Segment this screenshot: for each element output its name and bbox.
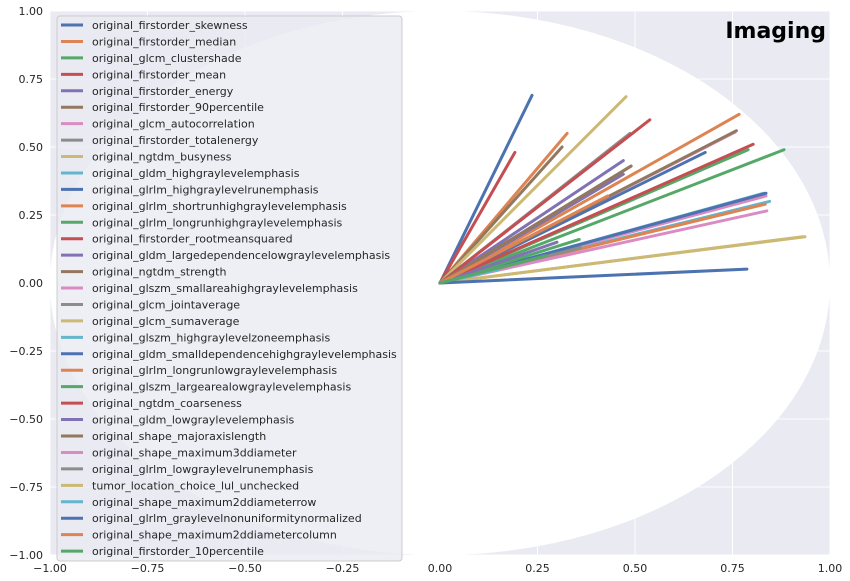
legend-label: original_ngtdm_coarseness bbox=[92, 397, 242, 410]
y-tick-label: −0.75 bbox=[9, 481, 43, 494]
series-line bbox=[438, 254, 547, 285]
legend-label: original_gldm_largedependencelowgrayleve… bbox=[92, 249, 390, 262]
legend-label: original_firstorder_median bbox=[92, 35, 236, 48]
legend-label: original_gldm_smalldependencehighgraylev… bbox=[92, 348, 397, 361]
y-tick-label: 1.00 bbox=[19, 5, 44, 18]
legend-label: original_ngtdm_busyness bbox=[92, 151, 232, 164]
x-tick-label: −0.50 bbox=[228, 562, 262, 575]
legend-label: original_firstorder_90percentile bbox=[92, 101, 264, 114]
legend-label: original_firstorder_10percentile bbox=[92, 545, 264, 558]
series-line bbox=[438, 145, 564, 285]
x-tick-label: −0.75 bbox=[131, 562, 165, 575]
legend-label: original_glcm_jointaverage bbox=[92, 298, 240, 311]
y-tick-label: 0.25 bbox=[19, 209, 44, 222]
legend-label: original_glszm_largearealowgraylevelemph… bbox=[92, 381, 351, 394]
x-tick-label: −1.00 bbox=[33, 562, 67, 575]
series-line bbox=[438, 93, 534, 285]
series-line bbox=[438, 194, 610, 285]
series-line bbox=[438, 142, 755, 285]
x-tick-label: −0.25 bbox=[326, 562, 360, 575]
legend: original_firstorder_skewness original_fir… bbox=[56, 15, 403, 562]
x-tick-label: 0.75 bbox=[720, 562, 745, 575]
y-tick-label: 0.75 bbox=[19, 73, 44, 86]
legend-label: original_glrlm_shortrunhighgraylevelemph… bbox=[92, 200, 347, 213]
series-line bbox=[438, 118, 652, 285]
series-line bbox=[438, 150, 517, 285]
legend-label: original_glrlm_longrunlowgraylevelemphas… bbox=[92, 364, 337, 377]
legend-label: original_shape_maximum3ddiameter bbox=[92, 446, 297, 459]
legend-label: original_firstorder_rootmeansquared bbox=[92, 233, 293, 246]
legend-box bbox=[56, 15, 403, 562]
legend-label: original_shape_maximum2ddiameterrow bbox=[92, 496, 316, 509]
legend-label: original_glrlm_highgraylevelrunemphasis bbox=[92, 183, 319, 196]
legend-label: original_gldm_lowgraylevelemphasis bbox=[92, 414, 295, 427]
legend-label: original_gldm_highgraylevelemphasis bbox=[92, 167, 300, 180]
y-tick-label: −0.25 bbox=[9, 345, 43, 358]
x-tick-label: 0.50 bbox=[623, 562, 648, 575]
y-tick-label: −0.50 bbox=[9, 413, 43, 426]
legend-label: original_firstorder_skewness bbox=[92, 19, 248, 32]
x-tick-label: 1.00 bbox=[818, 562, 843, 575]
series-line bbox=[438, 240, 559, 285]
legend-label: original_firstorder_totalenergy bbox=[92, 134, 259, 147]
legend-label: original_glszm_smallareahighgraylevelemp… bbox=[92, 282, 358, 295]
legend-label: original_glrlm_graylevelnonuniformitynor… bbox=[92, 512, 362, 525]
legend-label: original_glcm_clustershade bbox=[92, 52, 242, 65]
legend-label: original_shape_majoraxislength bbox=[92, 430, 266, 443]
y-tick-label: 0.50 bbox=[19, 141, 44, 154]
y-tick-label: 0.00 bbox=[19, 277, 44, 290]
series-line bbox=[438, 164, 633, 285]
x-tick-label: 0.00 bbox=[428, 562, 453, 575]
series-line bbox=[438, 148, 786, 285]
legend-label: original_firstorder_mean bbox=[92, 68, 226, 81]
legend-label: original_glszm_highgraylevelzoneemphasis bbox=[92, 331, 330, 344]
legend-label: original_glrlm_lowgraylevelrunemphasis bbox=[92, 463, 314, 476]
chart-title: Imaging bbox=[725, 19, 826, 44]
legend-label: original_firstorder_energy bbox=[92, 85, 234, 98]
x-tick-label: 0.25 bbox=[525, 562, 550, 575]
legend-label: original_glcm_autocorrelation bbox=[92, 118, 255, 131]
series-line bbox=[438, 235, 805, 285]
y-tick-label: −1.00 bbox=[9, 549, 43, 562]
series-line bbox=[438, 267, 749, 285]
legend-label: original_glrlm_longrunhighgraylevelempha… bbox=[92, 216, 343, 229]
legend-label: original_glcm_sumaverage bbox=[92, 315, 240, 328]
legend-label: tumor_location_choice_lul_unchecked bbox=[92, 479, 299, 492]
legend-label: original_shape_maximum2ddiametercolumn bbox=[92, 529, 337, 542]
legend-label: original_ngtdm_strength bbox=[92, 266, 226, 279]
series-line bbox=[438, 95, 628, 285]
